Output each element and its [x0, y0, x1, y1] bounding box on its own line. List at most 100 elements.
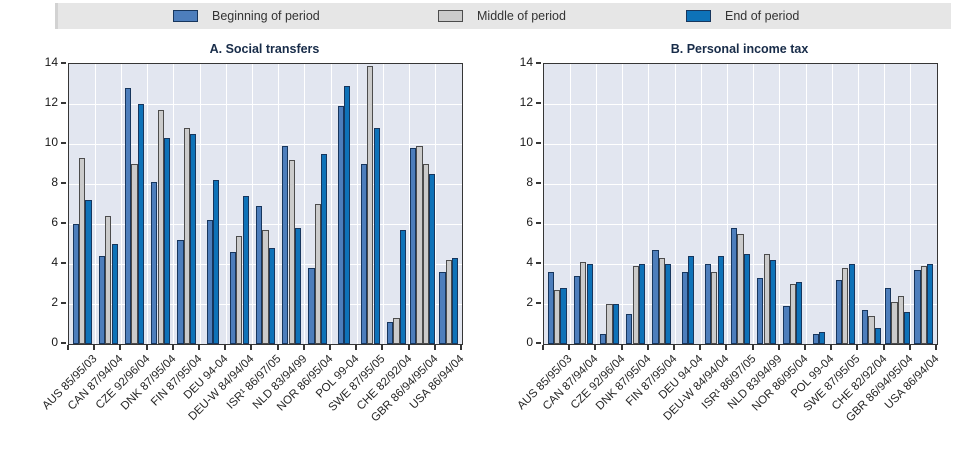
- bar-end: [163, 138, 171, 344]
- bar-beginning: [652, 250, 659, 344]
- v-gridline: [199, 64, 201, 344]
- legend-label-beginning: Beginning of period: [212, 9, 320, 23]
- y-tick: [61, 222, 66, 224]
- legend-swatch-beginning: [173, 10, 198, 22]
- bar-beginning: [360, 164, 368, 344]
- bar-middle: [105, 216, 112, 344]
- legend-swatch-end: [686, 10, 711, 22]
- x-tick: [67, 345, 69, 350]
- bar-beginning: [229, 252, 237, 344]
- bar-beginning: [835, 280, 843, 344]
- y-tick: [61, 142, 66, 144]
- x-tick: [856, 345, 859, 350]
- bar-beginning: [626, 314, 633, 344]
- bar-end: [769, 260, 777, 344]
- v-gridline: [251, 64, 253, 344]
- bar-end: [242, 196, 249, 344]
- bar-end: [344, 86, 351, 344]
- bar-middle: [416, 146, 423, 344]
- v-gridline: [726, 64, 728, 344]
- legend: Beginning of period Middle of period End…: [55, 3, 951, 29]
- y-tick: [536, 102, 541, 104]
- v-gridline: [356, 64, 358, 344]
- y-axis-label: 4: [526, 255, 533, 269]
- y-axis-label: 4: [51, 255, 58, 269]
- bar-beginning: [255, 206, 263, 344]
- v-gridline: [753, 64, 755, 344]
- x-tick: [882, 345, 885, 350]
- x-tick: [935, 345, 937, 350]
- bar-beginning: [730, 228, 738, 344]
- bar-middle: [183, 128, 191, 344]
- y-tick: [536, 142, 541, 144]
- x-tick: [542, 345, 544, 350]
- bar-end: [429, 174, 436, 344]
- y-tick: [536, 182, 541, 184]
- v-gridline: [409, 64, 411, 344]
- bar-middle: [763, 254, 770, 344]
- h-gridline: [69, 183, 462, 185]
- bar-end: [213, 180, 220, 344]
- bar-middle: [920, 266, 928, 344]
- x-tick: [198, 345, 200, 350]
- bar-end: [796, 282, 803, 344]
- bar-end: [586, 264, 593, 344]
- v-gridline: [330, 64, 332, 344]
- bar-beginning: [308, 268, 315, 344]
- bar-middle: [711, 272, 718, 344]
- v-gridline: [120, 64, 122, 344]
- v-gridline: [278, 64, 280, 344]
- panel-a-title: A. Social transfers: [209, 42, 320, 56]
- bar-middle: [553, 290, 561, 344]
- x-tick: [224, 345, 227, 350]
- bar-middle: [580, 262, 587, 344]
- y-tick: [61, 102, 66, 104]
- bar-end: [874, 328, 882, 344]
- bar-end: [85, 200, 92, 344]
- x-tick: [725, 345, 728, 350]
- y-tick: [536, 62, 541, 64]
- h-gridline: [69, 103, 462, 105]
- bar-beginning: [282, 146, 289, 344]
- x-tick: [119, 345, 122, 350]
- y-axis-label: 6: [526, 215, 533, 229]
- x-tick: [646, 345, 649, 350]
- y-tick: [536, 302, 541, 304]
- bar-end: [373, 128, 380, 344]
- bar-beginning: [439, 272, 446, 344]
- y-axis-label: 14: [519, 55, 533, 69]
- bar-beginning: [206, 220, 214, 344]
- y-tick: [61, 182, 66, 184]
- bar-middle: [632, 266, 639, 344]
- y-axis-label: 2: [526, 295, 533, 309]
- bar-beginning: [757, 278, 764, 344]
- bar-end: [848, 264, 855, 344]
- y-axis-label: 8: [51, 175, 58, 189]
- x-tick: [171, 345, 174, 350]
- y-tick: [536, 342, 541, 344]
- v-gridline: [225, 64, 227, 344]
- bar-beginning: [547, 272, 554, 344]
- bar-end: [665, 264, 672, 344]
- legend-item-beginning: Beginning of period: [173, 3, 320, 29]
- v-gridline: [147, 64, 149, 344]
- bar-beginning: [177, 240, 184, 344]
- bar-middle: [897, 296, 905, 344]
- v-gridline: [304, 64, 306, 344]
- y-axis-label: 0: [526, 335, 533, 349]
- x-tick: [804, 345, 806, 350]
- v-gridline: [700, 64, 702, 344]
- y-axis-label: 6: [51, 215, 58, 229]
- bar-beginning: [151, 182, 158, 344]
- v-gridline: [569, 64, 571, 344]
- y-axis-label: 12: [44, 95, 58, 109]
- bar-beginning: [704, 264, 712, 344]
- bar-middle: [842, 268, 849, 344]
- h-gridline: [544, 103, 937, 105]
- x-tick: [777, 345, 780, 350]
- v-gridline: [857, 64, 859, 344]
- h-gridline: [544, 223, 937, 225]
- v-gridline: [779, 64, 781, 344]
- bar-middle: [367, 66, 374, 344]
